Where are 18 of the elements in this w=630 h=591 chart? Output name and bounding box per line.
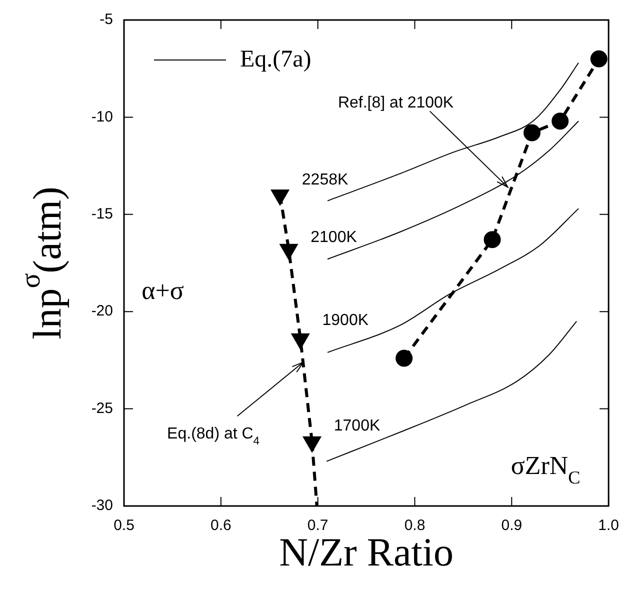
y-tick-label: -30 (91, 497, 113, 514)
annotation: α+σ (142, 276, 184, 305)
x-tick-label: 0.5 (114, 517, 134, 534)
annotation: 2258K (302, 171, 348, 188)
y-tick-label: -25 (91, 400, 113, 417)
x-tick-label: 0.6 (210, 517, 232, 534)
legend-label: Eq.(7a) (240, 46, 312, 72)
y-axis-title: lnpσ(atm) (15, 186, 70, 340)
y-tick-label: -15 (91, 206, 113, 223)
x-tick-label: 0.9 (501, 517, 522, 534)
y-tick-label: -10 (91, 108, 113, 126)
annotation: 2100K (310, 228, 358, 246)
annotation: 1700K (334, 417, 380, 434)
annotation: Ref.[8] at 2100K (338, 94, 454, 112)
y-tick-label: -20 (91, 302, 113, 320)
y-tick-label: -5 (100, 11, 113, 28)
annotation: 1900K (322, 312, 369, 330)
x-tick-label: 1.0 (598, 517, 620, 534)
